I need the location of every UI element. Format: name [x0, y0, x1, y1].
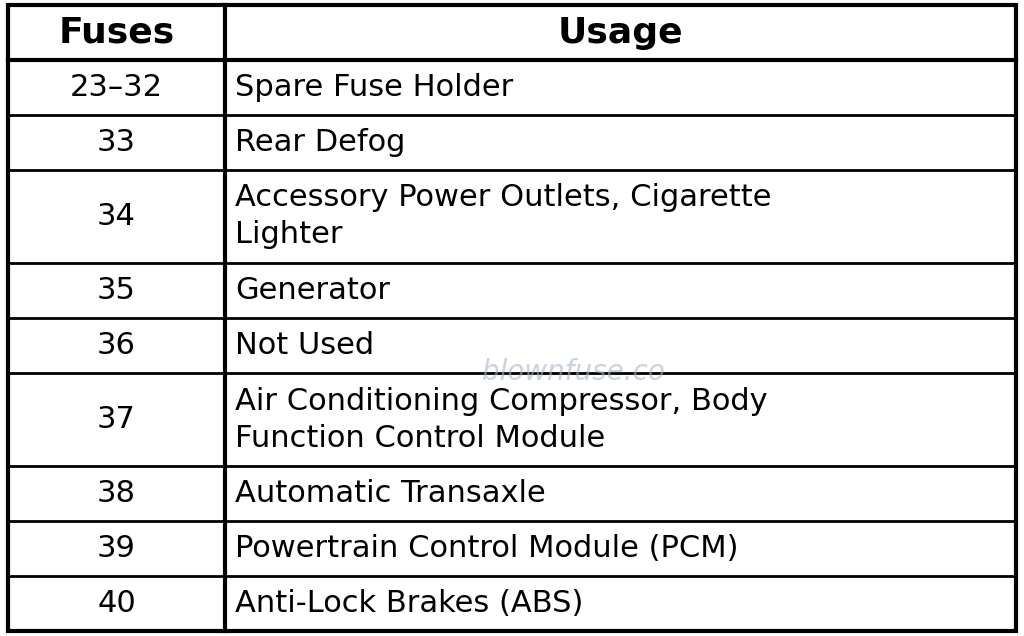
Text: 38: 38: [97, 479, 136, 508]
Text: 35: 35: [97, 276, 136, 305]
Text: Rear Defog: Rear Defog: [236, 128, 406, 157]
Text: Fuses: Fuses: [58, 15, 175, 50]
Text: Spare Fuse Holder: Spare Fuse Holder: [236, 73, 513, 102]
Text: 36: 36: [97, 331, 136, 360]
Text: 33: 33: [97, 128, 136, 157]
Text: Powertrain Control Module (PCM): Powertrain Control Module (PCM): [236, 534, 738, 563]
Text: 40: 40: [97, 589, 136, 618]
Text: 39: 39: [97, 534, 136, 563]
Text: 34: 34: [97, 202, 136, 231]
Text: Automatic Transaxle: Automatic Transaxle: [236, 479, 546, 508]
Text: blownfuse.co: blownfuse.co: [482, 358, 665, 386]
Text: 37: 37: [97, 405, 136, 434]
Text: Usage: Usage: [557, 15, 683, 50]
Text: Air Conditioning Compressor, Body
Function Control Module: Air Conditioning Compressor, Body Functi…: [236, 387, 768, 453]
Text: Accessory Power Outlets, Cigarette
Lighter: Accessory Power Outlets, Cigarette Light…: [236, 183, 771, 249]
Text: Anti-Lock Brakes (ABS): Anti-Lock Brakes (ABS): [236, 589, 584, 618]
Text: 23–32: 23–32: [70, 73, 163, 102]
Text: Not Used: Not Used: [236, 331, 374, 360]
Text: Generator: Generator: [236, 276, 390, 305]
